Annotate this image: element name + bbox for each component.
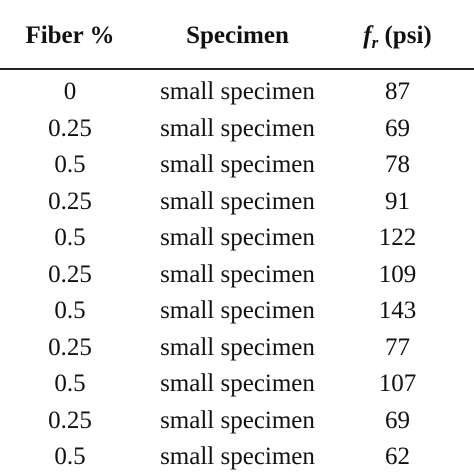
cell-specimen: small specimen bbox=[160, 114, 315, 142]
table-row: 0.5 small specimen 107 bbox=[0, 366, 474, 402]
cell-fr: 122 bbox=[378, 224, 417, 251]
cell-fiber: 0.5 bbox=[54, 370, 86, 397]
header-fiber-percent: Fiber % bbox=[25, 22, 115, 49]
cell-fr: 69 bbox=[385, 114, 410, 142]
table-row: 0.5 small specimen 62 bbox=[0, 439, 474, 475]
table-row: 0.25 small specimen 109 bbox=[0, 257, 474, 293]
table-row: 0.25 small specimen 69 bbox=[0, 111, 474, 147]
cell-specimen: small specimen bbox=[160, 370, 315, 397]
cell-fr: 107 bbox=[378, 370, 417, 397]
header-divider bbox=[0, 68, 474, 70]
cell-fr: 87 bbox=[385, 78, 410, 105]
table-row: 0 small specimen 87 bbox=[0, 74, 474, 110]
table-row: 0.5 small specimen 122 bbox=[0, 220, 474, 256]
cell-specimen: small specimen bbox=[160, 260, 315, 288]
cell-fr: 143 bbox=[378, 297, 417, 324]
table-row: 0.5 small specimen 143 bbox=[0, 293, 474, 329]
table-row: 0.5 small specimen 78 bbox=[0, 147, 474, 183]
table-row: 0.25 small specimen 91 bbox=[0, 184, 474, 220]
cell-fiber: 0.25 bbox=[48, 333, 92, 361]
cell-fiber: 0.25 bbox=[48, 114, 92, 142]
cell-fiber: 0 bbox=[63, 78, 77, 105]
cell-specimen: small specimen bbox=[160, 151, 315, 178]
cell-fr: 91 bbox=[385, 187, 410, 215]
cell-specimen: small specimen bbox=[160, 406, 315, 434]
cell-specimen: small specimen bbox=[160, 78, 315, 105]
header-specimen: Specimen bbox=[186, 22, 289, 49]
cell-fr: 109 bbox=[378, 260, 417, 288]
cell-fiber: 0.25 bbox=[48, 260, 92, 288]
cell-specimen: small specimen bbox=[160, 333, 315, 361]
cell-fiber: 0.25 bbox=[48, 187, 92, 215]
cell-specimen: small specimen bbox=[160, 187, 315, 215]
cell-fiber: 0.25 bbox=[48, 406, 92, 434]
table-row: 0.25 small specimen 77 bbox=[0, 330, 474, 366]
cell-fr: 62 bbox=[385, 443, 410, 470]
header-fr-symbol: f bbox=[363, 22, 372, 49]
cell-fiber: 0.5 bbox=[54, 224, 86, 251]
cell-fiber: 0.5 bbox=[54, 297, 86, 324]
cell-fiber: 0.5 bbox=[54, 151, 86, 178]
header-fr-unit: (psi) bbox=[378, 22, 432, 49]
header-modulus-of-rupture: fr (psi) bbox=[335, 16, 460, 58]
table-header-row: Fiber % Specimen fr (psi) bbox=[0, 16, 474, 56]
table-row: 0.25 small specimen 69 bbox=[0, 403, 474, 439]
header-fr-subscript: r bbox=[371, 33, 379, 52]
cell-fr: 69 bbox=[385, 406, 410, 434]
cell-specimen: small specimen bbox=[160, 297, 315, 324]
cell-fiber: 0.5 bbox=[54, 443, 86, 470]
cell-specimen: small specimen bbox=[160, 224, 315, 251]
cell-fr: 77 bbox=[385, 333, 410, 361]
cell-fr: 78 bbox=[385, 151, 410, 178]
cell-specimen: small specimen bbox=[160, 443, 315, 470]
